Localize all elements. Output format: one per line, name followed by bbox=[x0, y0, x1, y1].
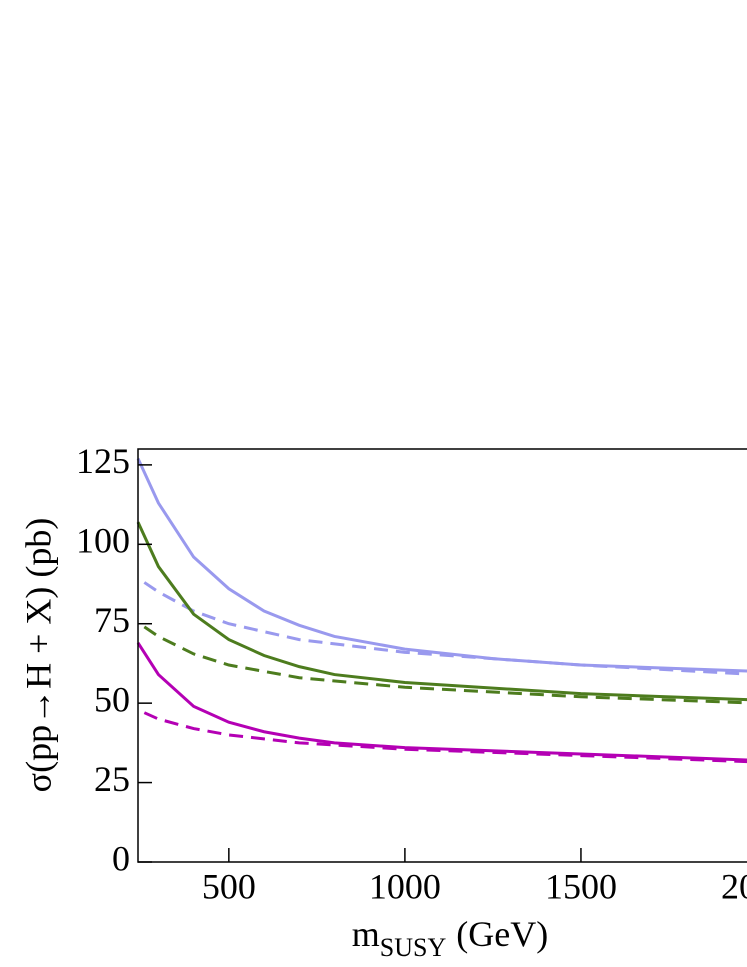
line-series bbox=[143, 581, 747, 676]
y-tick-label: 125 bbox=[76, 441, 130, 481]
x-tick-label: 500 bbox=[202, 866, 256, 906]
plot-frame bbox=[137, 448, 747, 863]
x-label-sub: SUSY bbox=[380, 933, 447, 962]
x-label-unit: (GeV) bbox=[456, 914, 548, 954]
y-tick-label: 50 bbox=[94, 679, 130, 719]
y-tick-label: 0 bbox=[112, 838, 130, 878]
line-series bbox=[136, 641, 747, 762]
y-tick-label: 25 bbox=[94, 759, 130, 799]
x-label-main: m bbox=[352, 914, 380, 954]
y-tick-label: 100 bbox=[76, 521, 130, 561]
y-axis-label: σ(pp→H + X) (pb) bbox=[18, 518, 58, 793]
y-tick-label: 75 bbox=[94, 600, 130, 640]
x-tick-label: 1000 bbox=[369, 866, 441, 906]
x-tick-label: 1500 bbox=[545, 866, 617, 906]
line-series bbox=[136, 521, 747, 702]
x-axis-label: mSUSY (GeV) bbox=[352, 914, 548, 962]
x-tick-label: 2000 bbox=[721, 866, 747, 906]
line-series bbox=[143, 625, 747, 705]
line-series bbox=[143, 711, 747, 764]
